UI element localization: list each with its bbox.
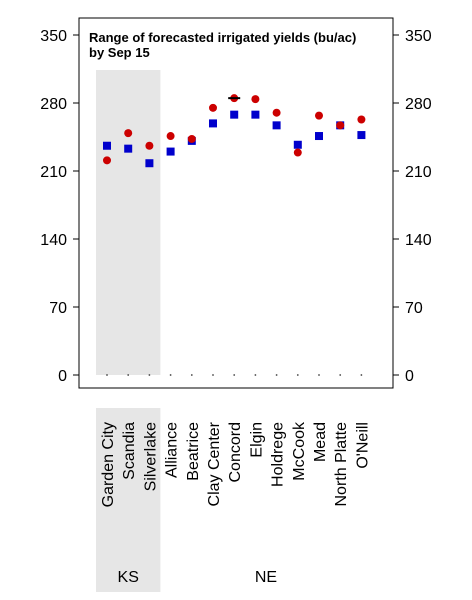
category-label: Elgin xyxy=(248,422,265,458)
category-label: Concord xyxy=(227,422,244,482)
category-label: Alliance xyxy=(164,422,181,478)
left-y-tick-label: 140 xyxy=(40,232,67,249)
circle-point-10 xyxy=(315,111,323,120)
baseline-dot xyxy=(318,374,320,376)
baseline-dot xyxy=(233,374,236,376)
baseline-dot xyxy=(106,374,108,376)
category-label: McCook xyxy=(291,421,308,481)
shade-labels-ks xyxy=(96,408,161,592)
square-point-0 xyxy=(103,141,111,150)
category-label: North Platte xyxy=(333,422,350,507)
right-y-tick-label: 210 xyxy=(405,164,432,181)
left-y-tick-label: 210 xyxy=(40,164,67,181)
plot-frame xyxy=(78,17,394,389)
category-label: Silverlake xyxy=(142,422,159,491)
square-point-9 xyxy=(293,140,302,149)
right-y-axis: 0 70 140 210 280 350 xyxy=(393,28,432,385)
baseline-dot xyxy=(360,374,363,376)
group-label-ne: NE xyxy=(255,569,277,586)
category-labels: Garden City Scandia Silverlake Alliance Beat… xyxy=(100,421,371,507)
circle-point-11 xyxy=(336,121,345,130)
group-label-ks: KS xyxy=(118,569,139,586)
category-label: Mead xyxy=(312,422,329,462)
square-point-7 xyxy=(251,110,260,119)
square-point-10 xyxy=(315,132,323,141)
square-point-3 xyxy=(166,147,175,156)
category-label: Holdrege xyxy=(270,422,287,487)
square-point-1 xyxy=(124,144,133,153)
baseline-dot xyxy=(275,374,278,376)
left-y-tick-label: 280 xyxy=(40,96,67,113)
circle-point-0 xyxy=(103,156,111,165)
circle-point-12 xyxy=(357,115,366,124)
state-group-labels: KS NE xyxy=(118,569,278,586)
category-label: O'Neill xyxy=(354,422,371,469)
circle-point-2 xyxy=(145,141,154,150)
baseline-dots xyxy=(106,374,363,376)
category-label: Garden City xyxy=(100,422,117,507)
circle-point-3 xyxy=(166,132,175,141)
baseline-dot xyxy=(212,374,214,376)
circle-point-1 xyxy=(124,129,133,138)
data-marks xyxy=(103,94,366,168)
left-y-tick-label: 350 xyxy=(40,28,67,45)
left-y-tick-label: 0 xyxy=(58,368,67,385)
baseline-dot xyxy=(339,374,342,376)
chart-subtitle: by Sep 15 xyxy=(89,45,150,60)
baseline-dot xyxy=(169,374,172,376)
square-point-5 xyxy=(209,119,217,128)
square-point-8 xyxy=(272,121,281,130)
square-point-12 xyxy=(357,131,366,140)
circle-point-8 xyxy=(272,108,281,117)
left-y-axis: 0 70 140 210 280 350 xyxy=(40,28,79,385)
left-y-tick-label: 70 xyxy=(49,300,67,317)
right-y-tick-label: 280 xyxy=(405,96,432,113)
right-y-tick-label: 0 xyxy=(405,368,414,385)
baseline-dot xyxy=(127,374,130,376)
category-label: Clay Center xyxy=(206,421,223,506)
right-y-tick-label: 140 xyxy=(405,232,432,249)
circle-point-7 xyxy=(251,95,260,104)
square-point-6 xyxy=(230,110,239,119)
right-y-tick-label: 70 xyxy=(405,300,423,317)
square-point-2 xyxy=(145,159,154,168)
baseline-dot xyxy=(296,374,299,376)
chart-title: Range of forecasted irrigated yields (bu… xyxy=(89,30,356,45)
state-shading xyxy=(96,70,161,592)
circle-point-5 xyxy=(209,103,217,112)
baseline-dot xyxy=(148,374,151,376)
category-label: Scandia xyxy=(121,422,138,480)
baseline-dot xyxy=(190,374,193,376)
circle-point-4 xyxy=(187,134,196,143)
circle-point-9 xyxy=(293,148,302,157)
category-label: Beatrice xyxy=(185,422,202,481)
right-y-tick-label: 350 xyxy=(405,28,432,45)
baseline-dot xyxy=(254,374,257,376)
shade-plot-ks xyxy=(96,70,161,375)
